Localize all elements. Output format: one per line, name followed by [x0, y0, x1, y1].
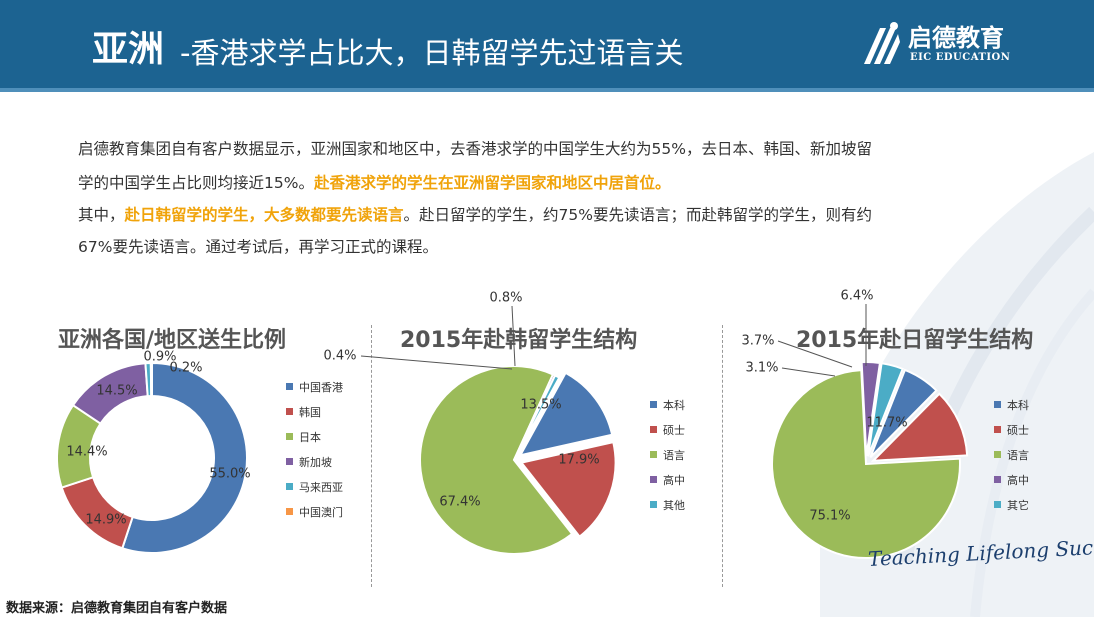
legend-swatch [994, 426, 1001, 433]
chart-title-asia: 亚洲各国/地区送生比例 [58, 328, 287, 353]
legend-swatch [994, 501, 1001, 508]
legend-label: 新加坡 [299, 455, 332, 469]
intro-line-3: 其中，赴日韩留学的学生，大多数都要先读语言。赴日留学的学生，约75%要先读语言；… [78, 200, 1038, 230]
legend-item-0-2: 日本 [286, 424, 343, 449]
intro-line-2-text: 学的中国学生占比则均接近15%。 [78, 174, 314, 192]
legend-item-1-1: 硕士 [650, 417, 685, 442]
legend-label: 韩国 [299, 405, 321, 419]
legend-label: 日本 [299, 430, 321, 444]
legend-label: 马来西亚 [299, 480, 343, 494]
legend-label: 语言 [1007, 448, 1029, 462]
legend-swatch [650, 401, 657, 408]
legend-swatch [650, 501, 657, 508]
legend-label: 高中 [1007, 473, 1029, 487]
legend-item-1-0: 本科 [650, 392, 685, 417]
legend-item-1-4: 其他 [650, 492, 685, 517]
legend-item-2-4: 其它 [994, 492, 1029, 517]
intro-line-3-text-a: 其中， [78, 206, 125, 224]
intro-line-2: 学的中国学生占比则均接近15%。赴香港求学的学生在亚洲留学国家和地区中居首位。 [78, 168, 1038, 198]
legend-item-0-0: 中国香港 [286, 374, 343, 399]
chart-divider-1 [371, 325, 372, 587]
legend-item-2-1: 硕士 [994, 417, 1029, 442]
legend-japan: 本科硕士语言高中其它 [994, 392, 1029, 517]
header-bar: 亚洲 -香港求学占比大，日韩留学先过语言关 启德教育 EIC EDUCATION [0, 0, 1094, 88]
legend-label: 其它 [1007, 498, 1029, 512]
eic-logo: 启德教育 EIC EDUCATION [858, 20, 1018, 72]
legend-label: 中国澳门 [299, 505, 343, 519]
chart-divider-2 [722, 325, 723, 587]
intro-line-3-text-b: 。赴日留学的学生，约75%要先读语言；而赴韩留学的学生，则有约 [403, 206, 872, 224]
chart-title-japan: 2015年赴日留学生结构 [796, 328, 1034, 353]
legend-item-2-2: 语言 [994, 442, 1029, 467]
legend-item-1-3: 高中 [650, 467, 685, 492]
legend-item-2-3: 高中 [994, 467, 1029, 492]
legend-swatch [994, 476, 1001, 483]
logo-text-cn: 启德教育 [908, 24, 1004, 52]
legend-label: 高中 [663, 473, 685, 487]
legend-swatch [994, 401, 1001, 408]
legend-swatch [286, 508, 293, 515]
legend-item-1-2: 语言 [650, 442, 685, 467]
legend-item-0-1: 韩国 [286, 399, 343, 424]
header-stripe [0, 88, 1094, 92]
legend-item-0-5: 中国澳门 [286, 499, 343, 524]
legend-label: 中国香港 [299, 380, 343, 394]
legend-item-2-0: 本科 [994, 392, 1029, 417]
legend-swatch [994, 451, 1001, 458]
intro-line-4: 67%要先读语言。通过考试后，再学习正式的课程。 [78, 238, 438, 256]
legend-swatch [650, 451, 657, 458]
data-source: 数据来源：启德教育集团自有客户数据 [6, 601, 228, 616]
legend-label: 本科 [1007, 398, 1029, 412]
logo-text-en: EIC EDUCATION [910, 52, 1011, 63]
legend-item-0-3: 新加坡 [286, 449, 343, 474]
intro-line-1: 启德教育集团自有客户数据显示，亚洲国家和地区中，去香港求学的中国学生大约为55%… [78, 140, 872, 158]
legend-swatch [650, 426, 657, 433]
legend-swatch [286, 483, 293, 490]
legend-item-0-4: 马来西亚 [286, 474, 343, 499]
intro-line-3-highlight: 赴日韩留学的学生，大多数都要先读语言 [124, 206, 404, 224]
legend-label: 硕士 [663, 423, 685, 437]
eic-logo-icon [864, 22, 900, 64]
legend-label: 本科 [663, 398, 685, 412]
legend-label: 语言 [663, 448, 685, 462]
chart-title-korea: 2015年赴韩留学生结构 [400, 328, 638, 353]
legend-label: 其他 [663, 498, 685, 512]
legend-swatch [286, 458, 293, 465]
legend-swatch [650, 476, 657, 483]
legend-label: 硕士 [1007, 423, 1029, 437]
page-title: 亚洲 [92, 29, 165, 70]
intro-line-2-highlight: 赴香港求学的学生在亚洲留学国家和地区中居首位。 [313, 174, 671, 192]
page-subtitle: -香港求学占比大，日韩留学先过语言关 [180, 36, 684, 70]
legend-asia: 中国香港韩国日本新加坡马来西亚中国澳门 [286, 374, 343, 524]
legend-swatch [286, 408, 293, 415]
legend-swatch [286, 383, 293, 390]
legend-korea: 本科硕士语言高中其他 [650, 392, 685, 517]
legend-swatch [286, 433, 293, 440]
